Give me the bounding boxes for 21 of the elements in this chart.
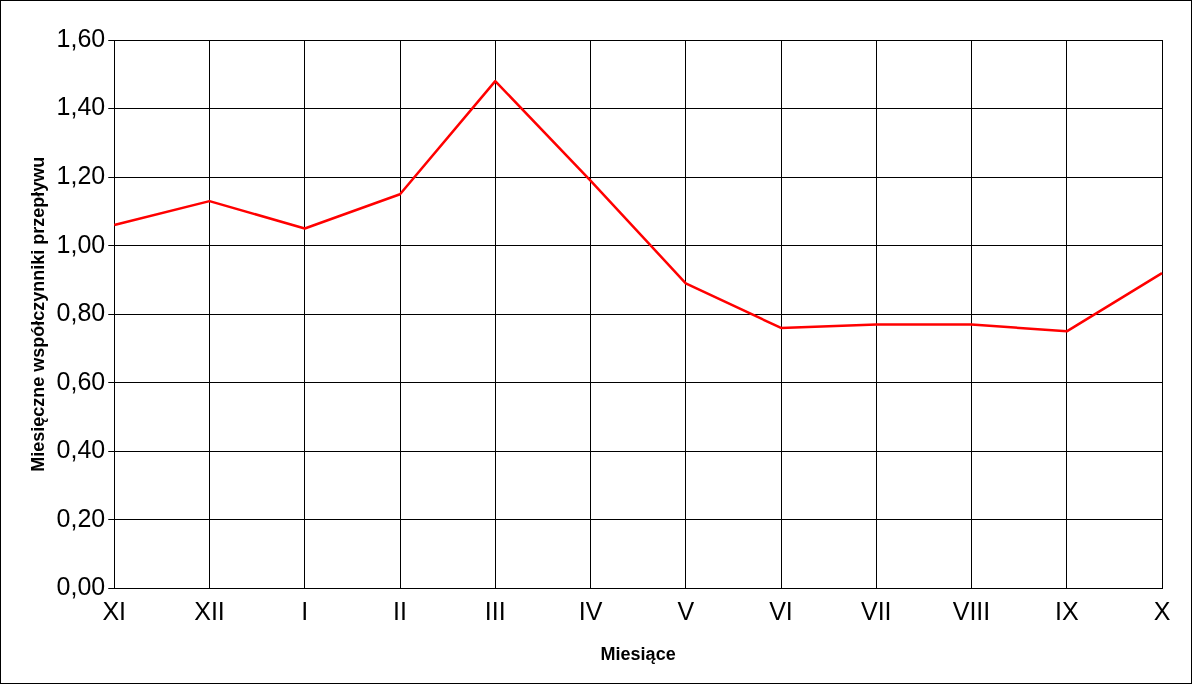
x-tick-label: IV <box>578 597 603 626</box>
y-tick-label: 1,40 <box>56 92 106 121</box>
x-tick-label: XII <box>194 597 225 626</box>
x-tick-label: II <box>393 597 407 626</box>
y-tick-label: 1,60 <box>56 23 106 52</box>
y-tick-label: 0,80 <box>56 298 106 327</box>
y-axis-title: Miesięczne współczynniki przepływu <box>27 156 48 472</box>
x-tick-label: I <box>301 597 309 626</box>
y-tick-label: 1,00 <box>56 229 106 258</box>
x-tick-label: VIII <box>952 597 991 626</box>
x-tick-label: V <box>677 597 695 626</box>
y-tick-label: 0,20 <box>56 503 106 532</box>
x-axis-title: Miesiące <box>600 644 676 665</box>
y-tick-label: 0,40 <box>56 435 106 464</box>
x-tick-label: VI <box>769 597 793 626</box>
y-tick-label: 1,20 <box>56 160 106 189</box>
x-tick-label: VII <box>860 597 892 626</box>
x-tick-label: IX <box>1054 597 1079 626</box>
x-tick-label: III <box>484 597 506 626</box>
x-tick-label: X <box>1153 597 1171 626</box>
y-tick-label: 0,60 <box>56 366 106 395</box>
